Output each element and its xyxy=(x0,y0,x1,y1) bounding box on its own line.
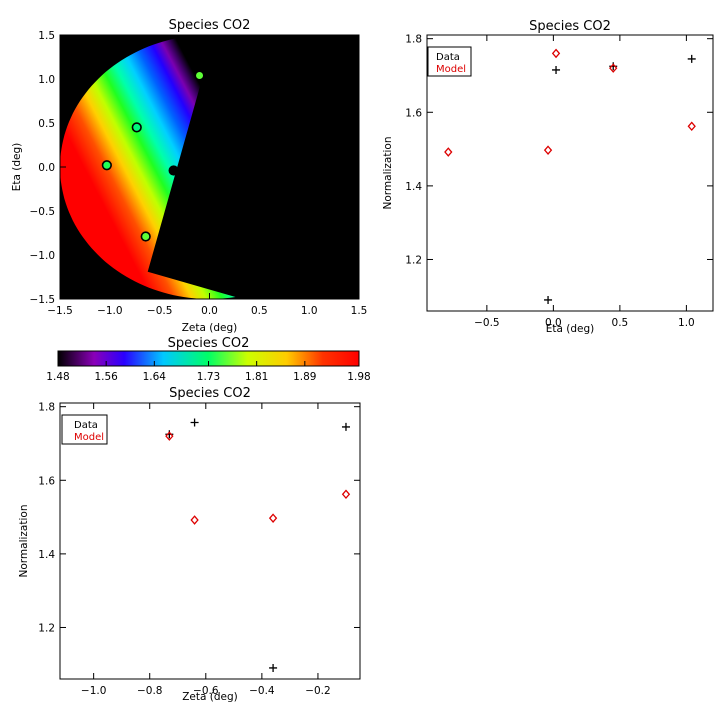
map-points xyxy=(101,70,205,242)
zeta-data-point xyxy=(190,418,199,427)
zeta-title: Species CO2 xyxy=(169,386,251,401)
map-ytick-label: −1.0 xyxy=(30,250,56,262)
eta-marks xyxy=(444,48,696,304)
eta-title: Species CO2 xyxy=(529,19,611,34)
zeta-axes: −1.0 −0.8 −0.6 −0.4 −0.2 1.2 1.4 1.6 1.8 xyxy=(38,402,360,697)
zeta-data-point xyxy=(269,663,278,672)
colorbar-tick-label: 1.56 xyxy=(94,371,118,383)
map-ytick-label: −0.5 xyxy=(30,206,56,218)
zeta-legend-model: Model xyxy=(74,432,104,443)
zeta-ytick-label: 1.2 xyxy=(38,622,55,634)
map-point xyxy=(101,160,112,171)
eta-data-point xyxy=(552,65,561,74)
zeta-model-point xyxy=(268,513,278,523)
eta-ytick-label: 1.4 xyxy=(405,181,422,193)
eta-model-point xyxy=(543,145,553,155)
eta-xtick-label: 0.5 xyxy=(612,317,629,329)
map-xtick-label: −1.0 xyxy=(97,305,123,317)
zeta-xtick-label: −0.6 xyxy=(193,685,219,697)
colorbar-tick-label: 1.98 xyxy=(347,371,370,383)
eta-frame xyxy=(426,34,714,312)
map-ytick-label: 0.5 xyxy=(38,118,55,130)
map-xtick-label: 0.0 xyxy=(201,305,218,317)
eta-legend: Data Model xyxy=(427,46,472,77)
zeta-xtick-label: −0.4 xyxy=(249,685,275,697)
zeta-frame xyxy=(59,402,361,680)
zeta-xtick-label: −0.2 xyxy=(305,685,331,697)
colorbar-tick-label: 1.81 xyxy=(245,371,268,383)
zeta-legend-box xyxy=(61,414,108,445)
eta-legend-model: Model xyxy=(436,64,466,75)
map-field xyxy=(60,35,236,299)
map-ytick-label: 1.0 xyxy=(38,74,55,86)
map-xtick-label: −0.5 xyxy=(147,305,173,317)
zeta-panel: Species CO2 −1.0 −0.8 −0.6 −0.4 −0.2 1.2 1.4 1.… xyxy=(18,386,361,703)
colorbar-panel: Species CO2 1.48 1.56 1.64 1.73 1.81 1.89 1.98 xyxy=(46,336,370,383)
zeta-ytick-label: 1.6 xyxy=(38,475,55,487)
map-xtick-label: 1.0 xyxy=(301,305,318,317)
eta-axes: −0.5 0.0 0.5 1.0 1.2 1.4 1.6 1.8 xyxy=(405,34,713,329)
zeta-xtick-label: −1.0 xyxy=(81,685,107,697)
map-xlabel: Zeta (deg) xyxy=(182,322,238,334)
eta-legend-box xyxy=(427,46,472,77)
map-point xyxy=(140,231,151,242)
map-panel: Species CO2 −1.5 −1.0 −0.5 0.0 0.5 1.0 1.5−1.5… xyxy=(11,18,367,334)
map-ytick-label: −1.5 xyxy=(30,294,56,306)
map-point xyxy=(168,165,179,176)
zeta-model-point xyxy=(190,515,199,525)
zeta-data-point xyxy=(341,422,350,431)
eta-model-point xyxy=(444,147,453,157)
zeta-model-point xyxy=(165,431,174,441)
eta-data-point xyxy=(544,295,553,304)
eta-panel: Species CO2 −0.5 0.0 0.5 1.0 1.2 1.4 1.6 1.8 Da… xyxy=(382,19,714,335)
zeta-ytick-label: 1.8 xyxy=(38,402,55,414)
colorbar-tick-label: 1.64 xyxy=(143,371,167,383)
zeta-legend-data: Data xyxy=(74,420,98,431)
map-ytick-label: 0.0 xyxy=(38,162,55,174)
colorbar-tick-label: 1.48 xyxy=(46,371,69,383)
eta-ytick-label: 1.6 xyxy=(405,107,422,119)
map-title: Species CO2 xyxy=(169,18,251,33)
zeta-model-point xyxy=(341,489,351,500)
zeta-marks xyxy=(81,416,351,672)
zeta-xlabel: Zeta (deg) xyxy=(182,691,238,703)
eta-xtick-label: 1.0 xyxy=(678,317,695,329)
eta-xtick-label: 0.0 xyxy=(545,317,562,329)
zeta-ytick-label: 1.4 xyxy=(38,549,55,561)
eta-legend-data: Data xyxy=(436,52,460,63)
eta-ylabel: Normalization xyxy=(382,137,394,210)
zeta-ylabel: Normalization xyxy=(18,505,30,578)
eta-model-point xyxy=(551,48,561,59)
colorbar-tick-label: 1.73 xyxy=(197,371,220,383)
colorbar-tick-label: 1.89 xyxy=(293,371,316,383)
map-axes: −1.5 −1.0 −0.5 0.0 0.5 1.0 1.5 −1.5 −1.0 −0.5 0.0 0… xyxy=(30,30,368,317)
map-xtick-label: 0.5 xyxy=(251,305,268,317)
eta-ytick-label: 1.2 xyxy=(405,254,422,266)
eta-model-point xyxy=(609,63,618,73)
eta-xlabel: Eta (deg) xyxy=(546,323,595,335)
map-xtick-label: 1.5 xyxy=(351,305,368,317)
zeta-xtick-label: −0.8 xyxy=(137,685,163,697)
map-point xyxy=(131,122,142,133)
eta-xtick-label: −0.5 xyxy=(474,317,500,329)
eta-model-point xyxy=(687,121,696,132)
eta-data-point xyxy=(687,54,696,63)
colorbar-ticks: 1.48 1.56 1.64 1.73 1.81 1.89 1.98 xyxy=(46,361,371,383)
map-point xyxy=(194,70,205,81)
zeta-legend: Data Model xyxy=(61,414,108,445)
map-xtick-label: −1.5 xyxy=(47,305,73,317)
eta-ytick-label: 1.8 xyxy=(405,34,422,46)
map-ylabel: Eta (deg) xyxy=(11,143,23,192)
map-ytick-label: 1.5 xyxy=(38,30,55,42)
colorbar-title: Species CO2 xyxy=(168,336,250,351)
